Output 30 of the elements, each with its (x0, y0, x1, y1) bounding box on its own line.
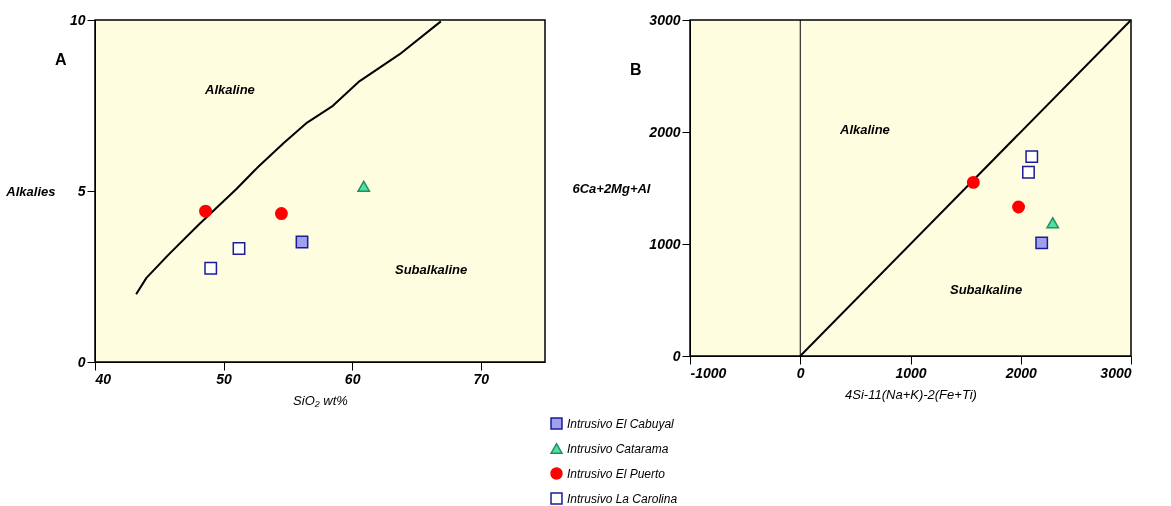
y-axis-title: 6Ca+2Mg+Al (572, 180, 651, 196)
x-tick-label: 2000 (1004, 364, 1038, 381)
annotation: Subalkaline (950, 282, 1023, 297)
annotation: Alkaline (204, 82, 255, 97)
x-tick-label: 70 (473, 370, 490, 387)
y-tick-label: 2000 (648, 123, 681, 140)
legend-label: Intrusivo El Puerto (567, 466, 666, 481)
annotation: Subalkaline (395, 262, 468, 277)
y-axis-title: Alkalies (5, 183, 56, 199)
x-tick-label: 3000 (1100, 364, 1132, 381)
x-tick-label: -1000 (690, 364, 727, 381)
y-tick-label: 0 (672, 347, 681, 364)
y-tick-label: 3000 (649, 11, 681, 28)
legend-label: Intrusivo Catarama (567, 441, 669, 456)
y-tick-label: 5 (77, 182, 86, 199)
text: B (630, 61, 642, 78)
annotation: Alkaline (839, 122, 890, 137)
x-axis-title: SiO₂ wt% (293, 392, 348, 408)
y-tick-label: 0 (77, 353, 86, 370)
text: A (55, 51, 67, 68)
legend-label: Intrusivo La Carolina (567, 491, 678, 506)
legend-label: Intrusivo El Cabuyal (567, 416, 675, 431)
x-axis-title: 4Si-11(Na+K)-2(Fe+Ti) (845, 386, 977, 402)
x-tick-label: 60 (344, 370, 361, 387)
x-tick-label: 40 (94, 370, 112, 387)
x-tick-label: 50 (216, 370, 233, 387)
x-tick-label: 1000 (895, 364, 927, 381)
y-tick-label: 1000 (649, 235, 681, 252)
x-tick-label: 0 (796, 364, 805, 381)
y-tick-label: 10 (69, 11, 86, 28)
